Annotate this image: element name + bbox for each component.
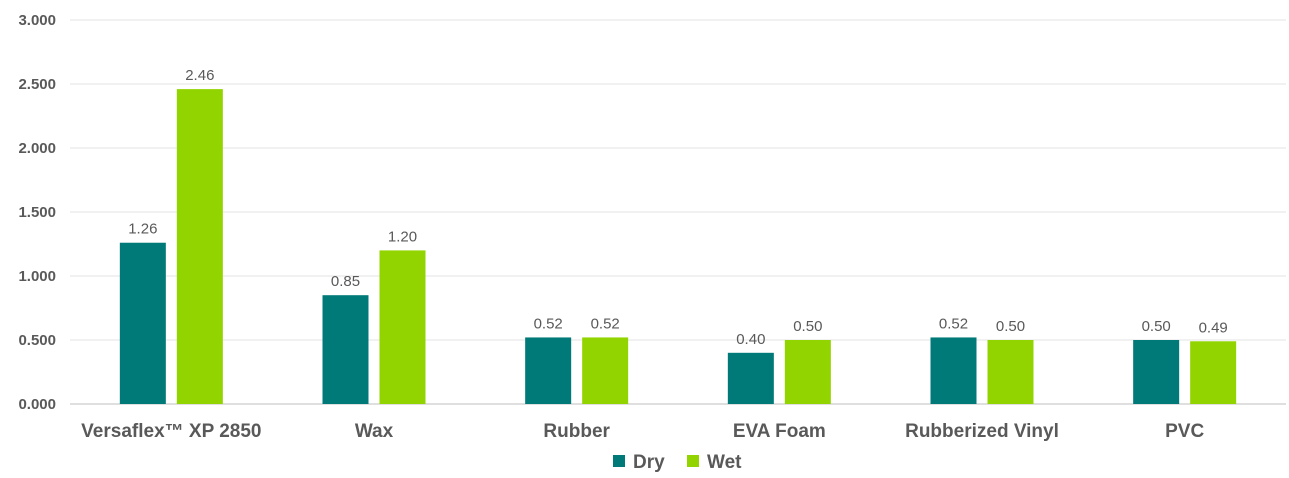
data-label: 0.50 bbox=[996, 318, 1025, 335]
x-tick-label: EVA Foam bbox=[733, 421, 826, 442]
bar-dry-3 bbox=[727, 352, 774, 404]
bar-wet-2 bbox=[582, 337, 629, 404]
y-tick-label: 3.000 bbox=[18, 12, 56, 29]
legend-swatch-dry bbox=[613, 455, 625, 467]
data-label: 0.85 bbox=[331, 273, 360, 290]
bar-wet-1 bbox=[379, 250, 426, 404]
bar-dry-5 bbox=[1133, 340, 1180, 404]
bar-wet-4 bbox=[987, 340, 1034, 404]
data-label: 0.40 bbox=[736, 331, 765, 348]
bar-wet-0 bbox=[176, 89, 223, 405]
data-label: 0.52 bbox=[939, 315, 968, 332]
x-tick-label: Rubberized Vinyl bbox=[905, 421, 1059, 442]
y-tick-label: 2.500 bbox=[18, 76, 56, 93]
bar-wet-5 bbox=[1190, 341, 1237, 404]
data-label: 0.52 bbox=[534, 315, 563, 332]
data-label: 0.52 bbox=[591, 315, 620, 332]
bar-dry-4 bbox=[930, 337, 977, 404]
data-label: 0.50 bbox=[793, 318, 822, 335]
legend: Dry Wet bbox=[613, 452, 742, 473]
y-tick-label: 1.500 bbox=[18, 204, 56, 221]
bars bbox=[119, 89, 1237, 405]
gridlines bbox=[70, 19, 1286, 405]
bar-wet-3 bbox=[784, 340, 831, 404]
legend-label-wet: Wet bbox=[707, 452, 742, 473]
y-tick-label: 2.000 bbox=[18, 140, 56, 157]
x-tick-label: Versaflex™ XP 2850 bbox=[81, 421, 261, 442]
x-axis-category-labels: Versaflex™ XP 2850 Wax Rubber EVA Foam Rubbe… bbox=[81, 421, 1204, 442]
data-label: 2.46 bbox=[185, 67, 214, 84]
data-labels: 1.26 2.46 0.85 1.20 0.52 0.52 0.40 0.50 0.52 0.50… bbox=[128, 67, 1228, 348]
data-label: 0.50 bbox=[1142, 318, 1171, 335]
data-label: 1.26 bbox=[128, 221, 157, 238]
bar-dry-0 bbox=[119, 242, 166, 404]
data-label: 0.49 bbox=[1199, 319, 1228, 336]
y-axis-tick-labels: 0.000 0.500 1.000 1.500 2.000 2.500 3.000 bbox=[18, 12, 56, 413]
bar-dry-2 bbox=[525, 337, 572, 404]
y-tick-label: 1.000 bbox=[18, 268, 56, 285]
x-tick-label: PVC bbox=[1165, 421, 1204, 442]
x-tick-label: Rubber bbox=[543, 421, 610, 442]
y-tick-label: 0.000 bbox=[18, 396, 56, 413]
x-tick-label: Wax bbox=[355, 421, 394, 442]
data-label: 1.20 bbox=[388, 228, 417, 245]
y-tick-label: 0.500 bbox=[18, 332, 56, 349]
legend-label-dry: Dry bbox=[633, 452, 665, 473]
legend-swatch-wet bbox=[687, 455, 699, 467]
bar-dry-1 bbox=[322, 295, 369, 404]
